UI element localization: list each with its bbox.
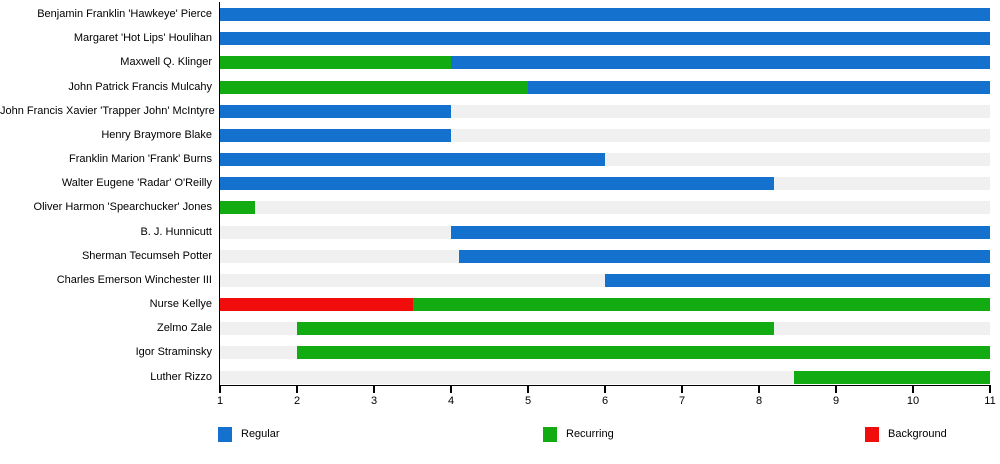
row-track bbox=[220, 56, 990, 70]
row-track bbox=[220, 153, 990, 167]
legend-swatch-recurring bbox=[543, 426, 557, 442]
x-tick-mark bbox=[373, 386, 375, 393]
x-tick-mark bbox=[912, 386, 914, 393]
bar-segment-recurring bbox=[297, 322, 775, 336]
x-tick-label: 5 bbox=[524, 395, 532, 407]
bar-segment-recurring bbox=[412, 298, 990, 312]
bar-segment-regular bbox=[220, 128, 451, 142]
row-label: Margaret 'Hot Lips' Houlihan bbox=[73, 32, 212, 45]
legend-label: Background bbox=[888, 428, 947, 440]
bar-segment-recurring bbox=[220, 56, 451, 70]
row-track bbox=[220, 322, 990, 336]
row-track bbox=[220, 177, 990, 191]
bar-segment-regular bbox=[605, 273, 990, 287]
bar-segment-regular bbox=[458, 249, 990, 263]
row-label: B. J. Hunnicutt bbox=[140, 225, 212, 238]
bar-segment-regular bbox=[220, 8, 990, 21]
bar-segment-recurring bbox=[297, 346, 990, 360]
row-label: Igor Straminsky bbox=[135, 346, 212, 359]
x-tick-mark bbox=[758, 386, 760, 393]
row-track bbox=[220, 346, 990, 360]
row-label: John Patrick Francis Mulcahy bbox=[68, 80, 212, 93]
x-tick-mark bbox=[219, 386, 221, 393]
row-track bbox=[220, 104, 990, 118]
row-label: Luther Rizzo bbox=[150, 370, 212, 383]
x-tick-mark bbox=[450, 386, 452, 393]
row-label: Maxwell Q. Klinger bbox=[120, 56, 212, 69]
row-label: Benjamin Franklin 'Hawkeye' Pierce bbox=[37, 8, 212, 20]
legend-item-background: Background bbox=[865, 426, 947, 442]
x-tick-mark bbox=[835, 386, 837, 393]
x-tick-label: 11 bbox=[984, 395, 996, 407]
row-track bbox=[220, 8, 990, 21]
legend-label: Regular bbox=[241, 428, 280, 440]
x-tick-mark bbox=[989, 386, 991, 393]
legend-item-regular: Regular bbox=[218, 426, 280, 442]
bar-segment-regular bbox=[451, 225, 990, 239]
x-tick-mark bbox=[527, 386, 529, 393]
bar-segment-regular bbox=[220, 153, 605, 167]
legend-item-recurring: Recurring bbox=[543, 426, 614, 442]
bar-segment-recurring bbox=[220, 80, 528, 94]
row-label: Walter Eugene 'Radar' O'Reilly bbox=[61, 177, 212, 190]
x-tick-label: 4 bbox=[447, 395, 455, 407]
bar-segment-regular bbox=[220, 32, 990, 46]
row-track bbox=[220, 225, 990, 239]
row-track bbox=[220, 249, 990, 263]
x-tick-label: 1 bbox=[216, 395, 224, 407]
x-tick-label: 8 bbox=[755, 395, 763, 407]
row-label: Oliver Harmon 'Spearchucker' Jones bbox=[33, 201, 212, 214]
row-track bbox=[220, 370, 990, 384]
x-tick-label: 10 bbox=[906, 395, 920, 407]
x-tick-label: 6 bbox=[601, 395, 609, 407]
legend-label: Recurring bbox=[566, 428, 614, 440]
row-label: Charles Emerson Winchester III bbox=[56, 273, 212, 286]
x-tick-mark bbox=[296, 386, 298, 393]
x-tick-label: 2 bbox=[293, 395, 301, 407]
row-track bbox=[220, 298, 990, 312]
row-track bbox=[220, 80, 990, 94]
row-track bbox=[220, 32, 990, 46]
row-label: John Francis Xavier 'Trapper John' McInt… bbox=[0, 104, 215, 117]
bar-segment-regular bbox=[451, 56, 990, 70]
bar-segment-regular bbox=[220, 177, 775, 191]
bar-segment-regular bbox=[528, 80, 990, 94]
legend-swatch-regular bbox=[218, 426, 232, 442]
row-track bbox=[220, 201, 990, 215]
bar-segment-regular bbox=[220, 104, 451, 118]
row-track bbox=[220, 273, 990, 287]
x-tick-label: 9 bbox=[832, 395, 840, 407]
y-axis-line bbox=[218, 2, 220, 385]
row-label: Sherman Tecumseh Potter bbox=[81, 249, 212, 262]
legend-swatch-background bbox=[865, 426, 879, 442]
x-tick-label: 3 bbox=[370, 395, 378, 407]
x-tick-mark bbox=[681, 386, 683, 393]
bar-segment-background bbox=[220, 298, 413, 312]
row-track bbox=[220, 128, 990, 142]
row-label: Nurse Kellye bbox=[149, 298, 212, 311]
row-label: Franklin Marion 'Frank' Burns bbox=[69, 153, 212, 166]
row-label: Henry Braymore Blake bbox=[101, 128, 212, 141]
x-tick-label: 7 bbox=[678, 395, 686, 407]
bar-segment-recurring bbox=[793, 370, 990, 384]
row-label: Zelmo Zale bbox=[156, 322, 212, 335]
x-tick-mark bbox=[604, 386, 606, 393]
bar-segment-recurring bbox=[220, 201, 255, 215]
x-axis-line bbox=[218, 384, 991, 386]
